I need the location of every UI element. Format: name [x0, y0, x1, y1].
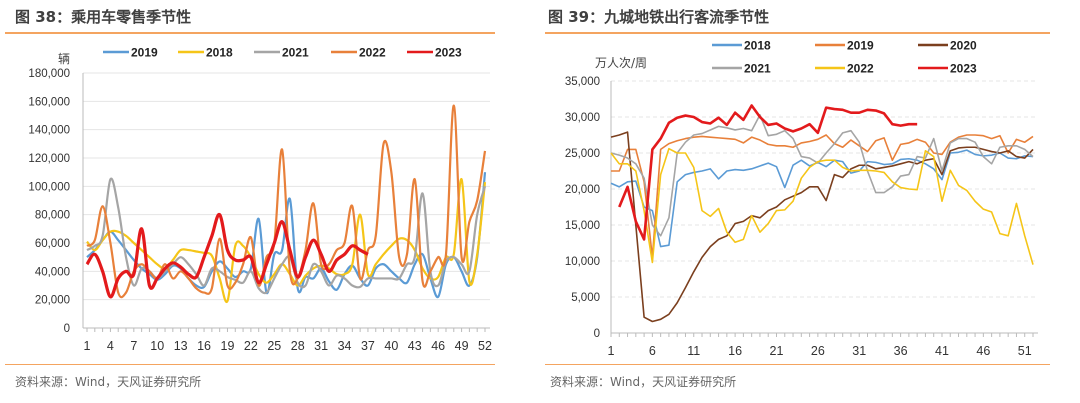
left-x-tick-label: 25: [267, 339, 281, 353]
left-x-tick-label: 16: [197, 339, 211, 353]
left-source-note: 资料来源：Wind，天风证券研究所: [15, 375, 202, 389]
right-y-tick-label: 25,000: [565, 148, 600, 160]
left-x-tick-label: 43: [408, 339, 422, 353]
left-legend-label-2019: 2019: [131, 46, 158, 60]
right-series-2019-line: [611, 134, 1034, 259]
left-x-tick-label: 40: [384, 339, 398, 353]
right-series-2018-line: [610, 149, 1034, 248]
left-series-2023-line: [85, 213, 369, 299]
right-source-note: 资料来源：Wind，天风证券研究所: [550, 375, 737, 389]
right-legend-label-2023: 2023: [950, 62, 977, 76]
left-legend-label-2018: 2018: [206, 46, 233, 60]
right-legend-label-2022: 2022: [847, 62, 874, 76]
right-unit-label: 万人次/周: [595, 56, 647, 70]
left-series-2018-line: [86, 178, 487, 304]
right-series-2023-line: [618, 104, 918, 241]
right-title-divider: [545, 32, 1050, 34]
right-x-tick-label: 21: [770, 344, 784, 358]
left-y-tick-label: 180,000: [28, 68, 70, 80]
left-x-tick-label: 28: [291, 339, 305, 353]
left-x-tick-label: 52: [478, 339, 492, 353]
right-footer-divider: [545, 364, 1050, 365]
right-legend-label-2021: 2021: [744, 62, 771, 76]
left-y-tick-label: 120,000: [28, 153, 70, 165]
right-x-tick-label: 6: [649, 344, 656, 358]
right-x-tick-label: 46: [976, 344, 990, 358]
left-x-tick-label: 19: [221, 339, 235, 353]
left-chart-title: 图 38：乘用车零售季节性: [15, 8, 192, 26]
left-unit-label: 辆: [58, 52, 70, 66]
left-x-tick-label: 10: [150, 339, 164, 353]
left-y-tick-label: 100,000: [28, 181, 70, 193]
left-legend-label-2021: 2021: [282, 46, 309, 60]
left-y-tick-label: 140,000: [28, 125, 70, 137]
left-title-divider: [5, 32, 495, 34]
right-x-tick-label: 26: [811, 344, 825, 358]
left-y-tick-label: 60,000: [35, 238, 70, 250]
right-y-tick-label: 35,000: [565, 76, 600, 88]
left-x-tick-label: 49: [455, 339, 469, 353]
left-legend-label-2023: 2023: [435, 46, 462, 60]
right-x-tick-label: 51: [1018, 344, 1032, 358]
right-y-tick-label: 0: [594, 328, 600, 340]
left-x-tick-label: 1: [84, 339, 91, 353]
right-x-tick-label: 31: [852, 344, 866, 358]
right-series-2021-line: [610, 114, 1034, 237]
left-x-tick-label: 34: [338, 339, 352, 353]
left-legend-label-2022: 2022: [359, 46, 386, 60]
right-x-tick-label: 36: [894, 344, 908, 358]
right-x-tick-label: 1: [608, 344, 615, 358]
left-y-tick-label: 160,000: [28, 96, 70, 108]
left-y-tick-label: 0: [64, 323, 70, 335]
right-x-tick-label: 16: [728, 344, 742, 358]
right-y-tick-label: 10,000: [565, 256, 600, 268]
left-x-tick-label: 31: [314, 339, 328, 353]
left-y-tick-label: 40,000: [35, 266, 70, 278]
left-y-tick-label: 80,000: [35, 210, 70, 222]
right-legend-label-2019: 2019: [847, 39, 874, 53]
right-series-2022-line: [610, 147, 1034, 265]
left-footer-divider: [5, 364, 495, 365]
left-x-tick-label: 46: [431, 339, 445, 353]
right-y-tick-label: 5,000: [571, 292, 600, 304]
right-x-tick-label: 41: [935, 344, 949, 358]
left-x-tick-label: 7: [130, 339, 137, 353]
right-legend-label-2020: 2020: [950, 39, 977, 53]
right-legend-label-2018: 2018: [744, 39, 771, 53]
right-y-tick-label: 20,000: [565, 184, 600, 196]
right-y-tick-label: 15,000: [565, 220, 600, 232]
right-x-tick-label: 11: [687, 344, 700, 358]
left-x-tick-label: 22: [244, 339, 258, 353]
left-y-tick-label: 20,000: [35, 295, 70, 307]
left-x-tick-label: 4: [107, 339, 114, 353]
left-x-tick-label: 13: [174, 339, 188, 353]
right-y-tick-label: 30,000: [565, 112, 600, 124]
right-chart-title: 图 39：九城地铁出行客流季节性: [548, 8, 770, 26]
left-x-tick-label: 37: [361, 339, 375, 353]
right-series-2020-line: [610, 131, 1034, 323]
